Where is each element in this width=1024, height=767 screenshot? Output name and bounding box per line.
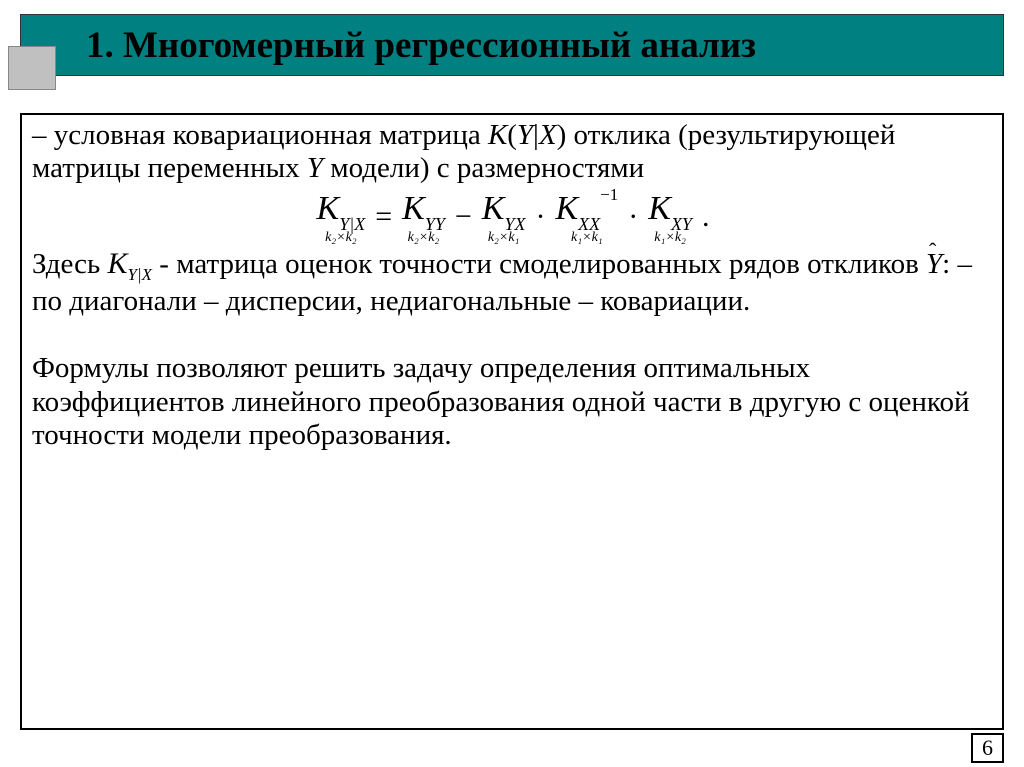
eq-dot2: · bbox=[624, 198, 642, 232]
slide-title: 1. Многомерный регрессионный анализ bbox=[86, 24, 756, 67]
paragraph-3: Формулы позволяют решить задачу определе… bbox=[32, 352, 992, 452]
eq-dot1: · bbox=[531, 198, 549, 232]
eq-r3-base: K bbox=[555, 190, 578, 227]
eq-lhs-sub: Y|X bbox=[339, 214, 365, 234]
eq-r1: KYY k₂×k₂ bbox=[402, 192, 445, 246]
eq-equals: = bbox=[371, 198, 396, 232]
eq-minus: − bbox=[451, 198, 476, 232]
eq-r2-base: K bbox=[482, 190, 505, 227]
eq-r2: KYX k₂×k₁ bbox=[482, 192, 526, 246]
p1-Y2: Y bbox=[307, 152, 323, 184]
p2-t2: - матрица оценок точности смоделированны… bbox=[152, 248, 926, 280]
p2-Yhat: Y bbox=[926, 248, 942, 281]
p1-paren: ( bbox=[507, 119, 517, 151]
dash: – bbox=[32, 119, 54, 151]
eq-r1-base: K bbox=[402, 190, 425, 227]
p1-t2: модели) с размерностями bbox=[323, 152, 644, 184]
eq-lhs-base: K bbox=[317, 190, 340, 227]
p1-K: К bbox=[488, 119, 507, 151]
eq-r3-sub: XX bbox=[578, 214, 600, 234]
page-number-box: 6 bbox=[971, 733, 1004, 763]
p2-Ksub: Y|X bbox=[128, 265, 153, 284]
page-number: 6 bbox=[982, 735, 993, 761]
content-frame: – условная ковариационная матрица К(Y|X)… bbox=[20, 113, 1004, 730]
p1-X: X bbox=[539, 119, 557, 151]
title-bar: 1. Многомерный регрессионный анализ bbox=[20, 14, 1004, 76]
eq-r3-sup: −1 bbox=[600, 185, 618, 204]
p1-t1: условная ковариационная матрица bbox=[54, 119, 488, 151]
eq-r1-sub: YY bbox=[425, 214, 445, 234]
eq-r2-sub: YX bbox=[504, 214, 525, 234]
eq-r3: KXX−1 k₁×k₁ bbox=[555, 192, 618, 246]
eq-r4-base: K bbox=[648, 190, 671, 227]
equation: KY|X k₂×k₂ = KYY k₂×k₂ − KYX k₂×k₁ · KXX… bbox=[32, 186, 992, 248]
paragraph-2: Здесь KY|X - матрица оценок точности смо… bbox=[32, 247, 992, 318]
eq-period: . bbox=[698, 198, 714, 232]
eq-lhs: KY|X k₂×k₂ bbox=[317, 192, 366, 246]
p2-K: K bbox=[108, 247, 128, 280]
eq-r4-sub: XY bbox=[671, 214, 692, 234]
corner-decor-box bbox=[8, 46, 56, 90]
paragraph-1: – условная ковариационная матрица К(Y|X)… bbox=[32, 119, 992, 186]
p2-t1: Здесь bbox=[32, 248, 108, 280]
p1-Y: Y bbox=[517, 119, 533, 151]
eq-r4: KXY k₁×k₂ bbox=[648, 192, 692, 246]
